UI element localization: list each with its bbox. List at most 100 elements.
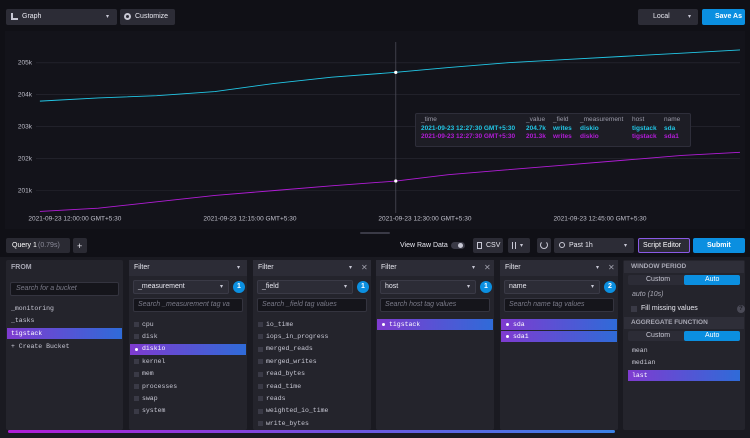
filter-header[interactable]: [253, 260, 371, 276]
window-header: [624, 261, 744, 273]
y-tick-label: 204k: [18, 91, 33, 98]
tag-checkbox[interactable]: [134, 322, 139, 327]
hover-dot: [394, 179, 398, 183]
y-tick-label: 203k: [18, 123, 33, 130]
filter-header[interactable]: [376, 260, 494, 276]
bucket-search-placeholder: Search for a bucket: [16, 285, 77, 292]
bucket-selected: [7, 328, 122, 339]
tag-checkbox[interactable]: [506, 323, 509, 326]
caret-icon: ▾: [591, 284, 595, 290]
filter-header[interactable]: [129, 260, 247, 276]
fill-missing-label: Fill missing values: [641, 305, 698, 312]
customize-button[interactable]: [120, 9, 175, 25]
time-range-dropdown[interactable]: [554, 238, 634, 253]
filter-search[interactable]: [133, 298, 243, 312]
caret-icon: ▾: [688, 14, 692, 20]
filter-search-placeholder: Search _field tag values: [262, 301, 337, 308]
tag-checkbox[interactable]: [134, 384, 139, 389]
filter-count-badge: [604, 281, 616, 293]
tag-checkbox[interactable]: [135, 347, 138, 351]
filter-title: Filter: [381, 264, 397, 271]
add-query-button[interactable]: [73, 238, 87, 253]
submit-button[interactable]: [693, 238, 745, 253]
close-icon[interactable]: ✕: [361, 263, 368, 272]
tag-checkbox[interactable]: [506, 335, 509, 339]
tag-value: merged_reads: [266, 345, 313, 353]
tooltip-cell: writes: [553, 133, 572, 140]
tag-checkbox[interactable]: [134, 359, 139, 365]
tag-checkbox[interactable]: [258, 384, 263, 389]
window-auto-active: [684, 275, 740, 285]
tag-selected: [377, 319, 493, 330]
filter-count: 2: [608, 283, 612, 290]
tag-checkbox[interactable]: [258, 322, 263, 327]
query-tab-label: Query 1: [12, 241, 37, 249]
tag-checkbox[interactable]: [134, 371, 139, 377]
y-tick-label: 202k: [18, 155, 33, 162]
tooltip-cell: 201.3k: [526, 133, 546, 140]
tag-checkbox[interactable]: [258, 334, 263, 340]
timezone-dropdown[interactable]: [638, 9, 698, 25]
tag-value: disk: [142, 332, 158, 340]
tooltip-cell: tigstack: [632, 125, 657, 132]
filter-count: 1: [361, 283, 365, 290]
tag-checkbox[interactable]: [258, 371, 263, 377]
bucket-item: _tasks: [11, 317, 35, 324]
customize-label: Customize: [135, 13, 169, 20]
filter-count-badge: [233, 281, 245, 293]
tag-checkbox[interactable]: [258, 408, 263, 414]
gear-icon: [124, 13, 131, 20]
filter-count: 1: [237, 283, 241, 290]
scrollbar[interactable]: [8, 430, 615, 433]
fill-missing-checkbox[interactable]: [631, 306, 637, 312]
y-tick-label: 205k: [18, 59, 33, 66]
tag-selected: [501, 331, 617, 343]
caret-icon: ▾: [624, 242, 628, 249]
caret-icon: ▾: [237, 265, 241, 271]
close-icon[interactable]: ✕: [484, 263, 491, 272]
csv-button[interactable]: [473, 238, 503, 253]
filter-key-dropdown[interactable]: [257, 280, 353, 294]
close-icon[interactable]: ✕: [608, 263, 615, 272]
script-editor-label: Script Editor: [643, 241, 682, 249]
tag-checkbox[interactable]: [258, 396, 263, 402]
submit-label: Submit: [707, 241, 731, 249]
bucket-item: tigstack: [11, 329, 43, 337]
tag-checkbox[interactable]: [134, 408, 139, 414]
x-tick-label: 2021-09-23 12:45:00 GMT+5:30: [553, 216, 646, 223]
time-range-label: Past 1h: [569, 241, 593, 249]
tag-checkbox[interactable]: [134, 334, 139, 340]
tag-checkbox[interactable]: [134, 396, 139, 402]
filter-count-badge: [480, 281, 492, 293]
tooltip-cell: 2021-09-23 12:27:30 GMT+5:30: [421, 133, 516, 140]
filter-search[interactable]: [504, 298, 614, 312]
help-icon: ?: [739, 306, 743, 312]
pause-button[interactable]: [508, 238, 530, 253]
filter-title: Filter: [134, 264, 150, 271]
tag-value: diskio: [142, 345, 166, 353]
filter-key-dropdown[interactable]: [133, 280, 229, 294]
filter-title: Filter: [505, 264, 521, 271]
aggregate-auto: Auto: [705, 332, 720, 339]
filter-key: _field: [262, 283, 279, 290]
tag-checkbox[interactable]: [382, 323, 385, 326]
query-tab[interactable]: [6, 238, 70, 253]
filter-search[interactable]: [380, 298, 490, 312]
script-editor-button[interactable]: [638, 238, 690, 253]
filter-header[interactable]: [500, 260, 618, 276]
clock-icon: [559, 242, 565, 248]
filter-search-placeholder: Search host tag values: [385, 301, 457, 308]
bucket-search[interactable]: [10, 282, 119, 296]
filter-key-dropdown[interactable]: [380, 280, 476, 294]
view-type-dropdown[interactable]: [6, 9, 117, 25]
filter-key-dropdown[interactable]: [504, 280, 600, 294]
tag-checkbox[interactable]: [258, 359, 263, 365]
tag-checkbox[interactable]: [258, 346, 263, 352]
csv-icon: [477, 242, 482, 249]
resize-handle[interactable]: [360, 232, 390, 234]
filter-search[interactable]: [257, 298, 367, 312]
tag-checkbox[interactable]: [258, 421, 263, 427]
tooltip-header: _value: [526, 116, 546, 123]
save-as-button[interactable]: [702, 9, 745, 25]
